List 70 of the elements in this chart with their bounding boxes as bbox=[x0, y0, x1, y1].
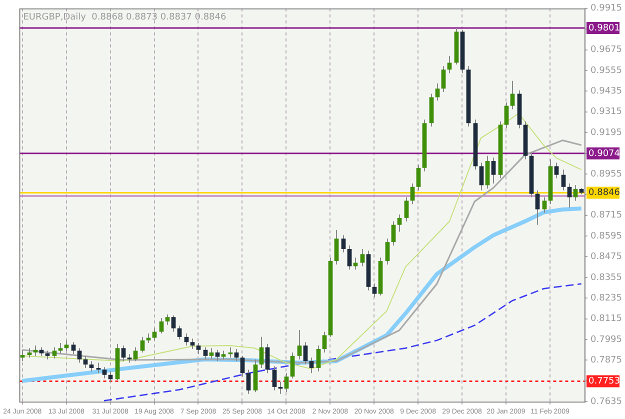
candlestick bbox=[309, 357, 314, 374]
ref-line-label: 0.7753 bbox=[588, 376, 620, 387]
candlestick bbox=[284, 372, 289, 393]
y-tick-label: 0.7635 bbox=[590, 396, 622, 407]
candlestick bbox=[259, 336, 264, 368]
candlestick bbox=[404, 196, 409, 222]
ref-line-label: 0.9074 bbox=[588, 148, 620, 159]
candlestick bbox=[479, 162, 484, 191]
y-tick-label: 0.8115 bbox=[590, 314, 622, 324]
candlestick bbox=[554, 162, 559, 179]
candlestick bbox=[215, 349, 220, 362]
candlestick bbox=[385, 238, 390, 265]
y-tick-label: 0.8595 bbox=[590, 231, 622, 242]
candlestick bbox=[77, 348, 82, 364]
y-tick-label: 0.9675 bbox=[590, 45, 622, 56]
candlestick bbox=[347, 245, 352, 270]
y-tick-label: 0.7875 bbox=[590, 356, 622, 366]
candlestick bbox=[542, 196, 547, 214]
candlestick bbox=[341, 234, 346, 253]
candlestick bbox=[209, 348, 214, 359]
candlestick bbox=[391, 220, 396, 246]
candlestick bbox=[397, 214, 402, 232]
candlestick bbox=[190, 338, 195, 350]
candlestick bbox=[372, 282, 377, 298]
candlestick bbox=[165, 314, 170, 326]
candlestick bbox=[441, 66, 446, 93]
candlestick bbox=[89, 360, 94, 372]
y-tick-label: 0.9435 bbox=[590, 86, 622, 97]
y-tick-label: 0.8235 bbox=[590, 293, 622, 304]
candlestick bbox=[121, 345, 126, 362]
line-series bbox=[103, 283, 582, 402]
candlestick bbox=[196, 342, 201, 355]
candlestick bbox=[64, 340, 69, 352]
candlestick bbox=[290, 352, 295, 379]
y-tick-label: 0.8715 bbox=[590, 210, 622, 221]
candlestick bbox=[203, 346, 208, 360]
candlestick bbox=[504, 102, 509, 129]
candlestick bbox=[447, 55, 452, 74]
y-tick-label: 0.9195 bbox=[590, 128, 622, 138]
y-tick-label: 0.8475 bbox=[590, 252, 622, 262]
y-tick-label: 0.9915 bbox=[590, 4, 622, 14]
candlestick bbox=[561, 169, 566, 191]
y-tick-label: 0.7995 bbox=[590, 334, 622, 345]
candlestick bbox=[133, 346, 138, 362]
candlestick bbox=[102, 366, 107, 379]
candlestick bbox=[152, 328, 157, 341]
ref-line-label: 0.8846 bbox=[588, 188, 620, 198]
candlestick bbox=[297, 330, 302, 360]
candlestick bbox=[272, 366, 277, 391]
y-tick-label: 0.9555 bbox=[590, 66, 622, 76]
candlestick bbox=[240, 355, 245, 378]
text: EURGBP,Daily 0.8868 0.8873 0.8837 0.8846 bbox=[23, 12, 227, 23]
candlestick bbox=[510, 80, 515, 110]
candlestick bbox=[360, 248, 365, 267]
y-tick-label: 0.8955 bbox=[590, 169, 622, 180]
candlestick bbox=[159, 317, 164, 334]
y-tick-label: 0.8355 bbox=[590, 272, 622, 283]
candlestick bbox=[416, 164, 421, 191]
y-tick-label: 0.9315 bbox=[590, 107, 622, 118]
candlestick bbox=[491, 157, 496, 184]
candlestick bbox=[535, 190, 540, 226]
ref-line-label: 0.9801 bbox=[588, 23, 620, 34]
candlestick bbox=[322, 331, 327, 353]
candlestick bbox=[71, 342, 76, 355]
candlestick bbox=[171, 314, 176, 332]
candlestick bbox=[316, 345, 321, 372]
candlestick bbox=[303, 342, 308, 366]
candlestick bbox=[246, 369, 251, 394]
candlestick bbox=[52, 346, 57, 359]
candlestick bbox=[334, 230, 339, 265]
